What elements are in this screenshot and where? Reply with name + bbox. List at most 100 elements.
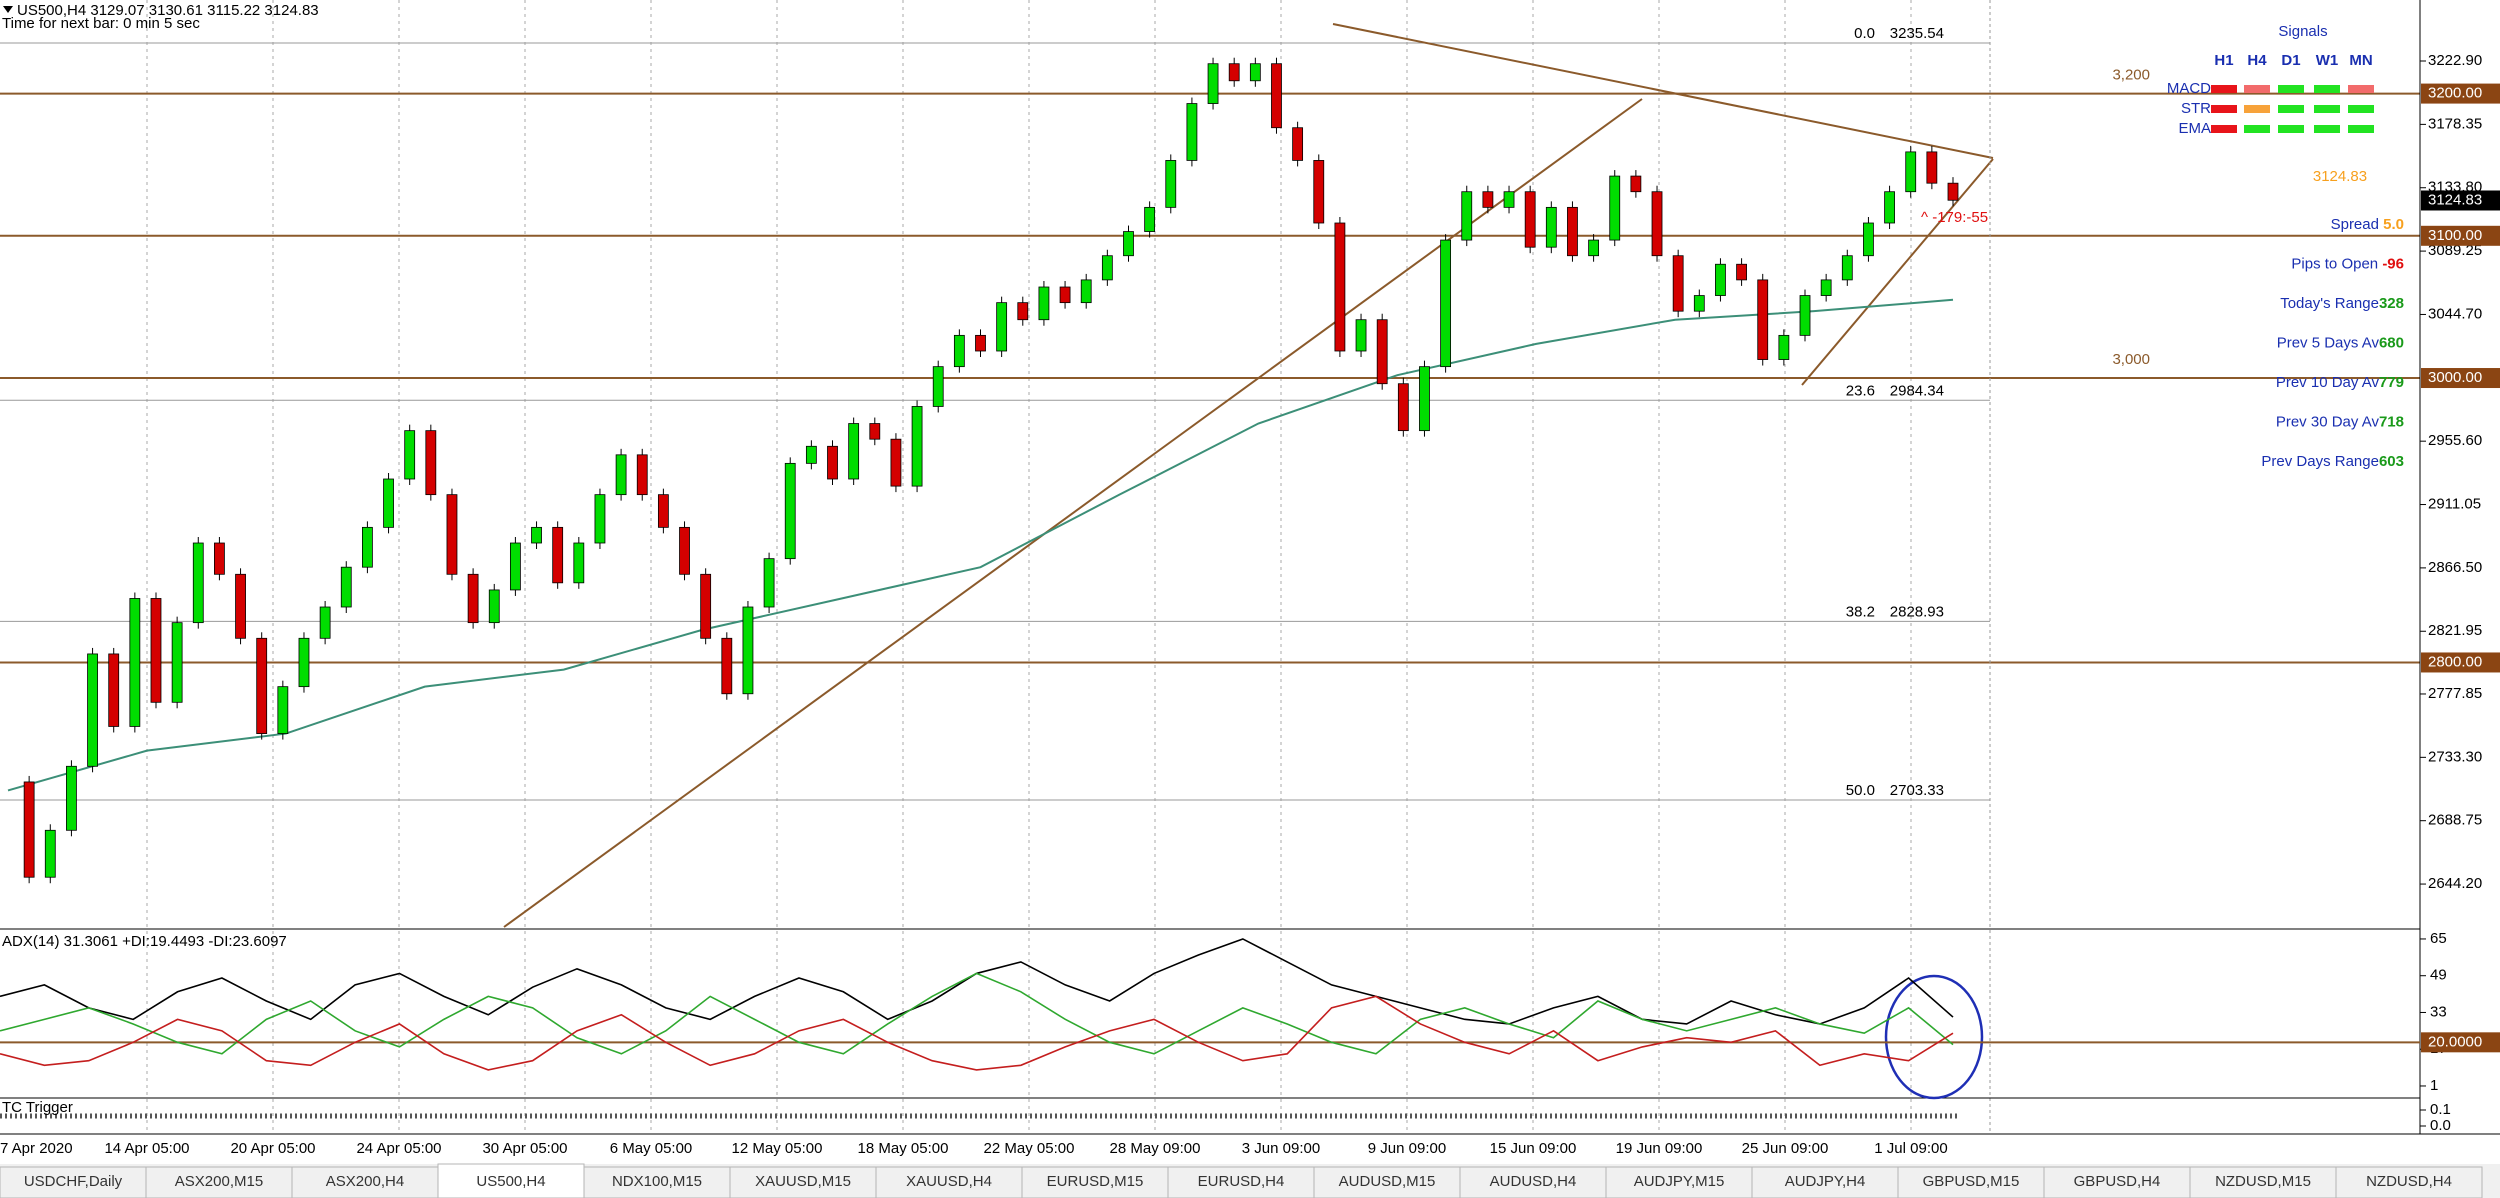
tab-label[interactable]: AUDJPY,H4 (1785, 1173, 1866, 1190)
candle (1080, 279, 1092, 304)
stat-label: Pips to Open (2291, 255, 2382, 272)
tab-label[interactable]: XAUUSD,M15 (755, 1173, 851, 1190)
stat-value: -96 (2382, 255, 2404, 272)
candle (1292, 127, 1304, 161)
moving-average (7, 298, 1954, 792)
candle (1545, 206, 1557, 248)
tab-label[interactable]: NZDUSD,M15 (2215, 1173, 2311, 1190)
price-tick-label: 3044.70 (2428, 305, 2482, 322)
level-label: 2800.00 (2428, 653, 2482, 670)
tab-label[interactable]: AUDJPY,M15 (1634, 1173, 1725, 1190)
trigger-tick-label: 0.0 (2430, 1117, 2451, 1134)
date-label: 28 May 09:00 (1110, 1140, 1201, 1157)
stat-label: Today's Range (2280, 295, 2379, 312)
adx-tick-label: 1 (2430, 1077, 2438, 1094)
candle (1017, 302, 1029, 321)
tab[interactable] (437, 1163, 585, 1198)
candle (1461, 191, 1473, 241)
candle (784, 462, 796, 560)
tab[interactable] (2043, 1166, 2191, 1198)
tab-label[interactable]: NZDUSD,H4 (2366, 1173, 2452, 1190)
candle (911, 406, 923, 487)
price-tick-label: 2955.60 (2428, 432, 2482, 449)
tab[interactable] (2189, 1166, 2337, 1198)
tab[interactable] (583, 1166, 731, 1198)
tab-label[interactable]: AUDUSD,M15 (1339, 1173, 1436, 1190)
adx-tick-label: 65 (2430, 930, 2447, 947)
signal-indicator (2244, 105, 2270, 113)
candle (1863, 222, 1874, 257)
stat-label: Spread (2331, 216, 2384, 233)
signal-column: MN (2349, 52, 2372, 69)
price-tick-label: 2688.75 (2428, 812, 2482, 829)
candle (615, 454, 627, 496)
tab[interactable] (2335, 1166, 2483, 1198)
signal-indicator (2244, 125, 2270, 133)
candle (890, 438, 902, 487)
big-price: 3124.83 (2313, 168, 2367, 185)
candle (636, 454, 648, 496)
signal-column: H1 (2214, 52, 2233, 69)
candle (679, 526, 690, 575)
signal-column: D1 (2281, 52, 2300, 69)
candle (1524, 191, 1536, 248)
tab[interactable] (1021, 1166, 1169, 1198)
date-label: 3 Jun 09:00 (1242, 1140, 1320, 1157)
stat-label: Prev Days Range (2261, 453, 2379, 470)
fib-ratio: 0.0 (1854, 25, 1875, 42)
candle (1144, 206, 1156, 232)
signal-indicator (2348, 125, 2374, 133)
tab[interactable] (1459, 1166, 1607, 1198)
tab-label[interactable]: AUDUSD,H4 (1490, 1173, 1577, 1190)
tab[interactable] (145, 1166, 293, 1198)
stat-value: 5.0 (2383, 216, 2404, 233)
tab-label[interactable]: NDX100,M15 (612, 1173, 702, 1190)
candle (23, 781, 35, 878)
adx-line (0, 995, 1954, 1071)
candle (108, 653, 120, 727)
tab-label[interactable]: ASX200,M15 (175, 1173, 263, 1190)
candle (657, 494, 669, 528)
price-tick-label: 3089.25 (2428, 242, 2482, 259)
tab[interactable] (291, 1166, 439, 1198)
price-tick-label: 3178.35 (2428, 115, 2482, 132)
candle (1101, 255, 1113, 281)
trend-line (1801, 158, 1994, 386)
tab-label[interactable]: ASX200,H4 (326, 1173, 404, 1190)
candle (1926, 151, 1938, 184)
tab[interactable] (1313, 1166, 1461, 1198)
stat-line: Prev 5 Days Av680 (2277, 334, 2404, 351)
candle (1799, 295, 1811, 336)
signal-indicator (2314, 125, 2340, 133)
tab-label[interactable]: XAUUSD,H4 (906, 1173, 992, 1190)
signal-column: H4 (2247, 52, 2267, 69)
highlight-circle (1884, 974, 1984, 1100)
date-label: 7 Apr 2020 (0, 1140, 73, 1157)
signal-row-label: MACD (2167, 80, 2211, 97)
symbol-line: US500,H4 3129.07 3130.61 3115.22 3124.83 (17, 2, 319, 19)
tab-label[interactable]: EURUSD,H4 (1198, 1173, 1285, 1190)
candle (700, 573, 712, 639)
tab-label[interactable]: US500,H4 (476, 1173, 545, 1190)
tab-label[interactable]: GBPUSD,H4 (2074, 1173, 2161, 1190)
stat-line: Pips to Open -96 (2291, 255, 2404, 272)
candle (552, 526, 564, 584)
tab[interactable] (729, 1166, 877, 1198)
candle (1123, 231, 1134, 257)
date-label: 14 Apr 05:00 (104, 1140, 189, 1157)
tab[interactable] (1897, 1166, 2045, 1198)
candle (573, 542, 585, 584)
tab-label[interactable]: EURUSD,M15 (1047, 1173, 1144, 1190)
candle (1820, 279, 1832, 296)
candle (467, 573, 479, 624)
tab-label[interactable]: USDCHF,Daily (24, 1173, 123, 1190)
signal-indicator (2314, 105, 2340, 113)
candle (1588, 239, 1599, 257)
tab-label[interactable]: GBPUSD,M15 (1923, 1173, 2020, 1190)
date-label: 9 Jun 09:00 (1368, 1140, 1446, 1157)
candle (362, 526, 373, 568)
menu-icon (3, 6, 13, 13)
tab[interactable] (1751, 1166, 1899, 1198)
trigger-title: TC Trigger (2, 1099, 73, 1116)
candle (1841, 255, 1853, 281)
